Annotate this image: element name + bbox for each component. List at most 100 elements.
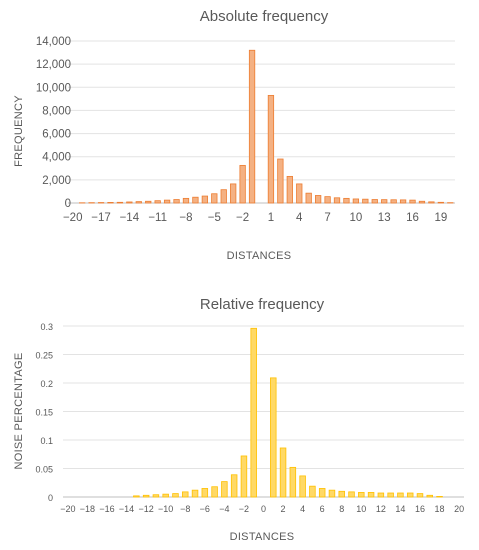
x-tick-label: 4 — [296, 212, 303, 224]
x-tick-label: −20 — [63, 212, 83, 224]
bar — [191, 489, 199, 498]
x-axis-title: DISTANCES — [227, 250, 292, 262]
bar — [240, 455, 248, 498]
bar — [277, 158, 284, 204]
bar — [399, 199, 407, 204]
bar — [426, 494, 433, 498]
x-tick-label: 20 — [454, 504, 464, 514]
bar — [152, 494, 160, 498]
bar — [154, 200, 161, 204]
bar — [211, 193, 218, 204]
bar — [248, 49, 256, 204]
x-tick-label: −14 — [120, 212, 140, 224]
absolute-frequency-chart: Absolute frequency FREQUENCY DISTANCES 0… — [13, 8, 455, 262]
bar — [142, 494, 150, 498]
x-tick-label: −20 — [60, 504, 75, 514]
bar — [436, 496, 443, 498]
bar — [230, 183, 237, 204]
bar — [418, 200, 426, 204]
x-tick-label: 13 — [378, 212, 391, 224]
bar — [390, 199, 397, 204]
y-tick-labels: 0 0.05 0.1 0.15 0.2 0.25 0.3 — [35, 322, 53, 503]
bar — [428, 201, 435, 204]
bar — [173, 199, 180, 204]
bar — [377, 492, 385, 498]
bar — [309, 485, 316, 498]
y-tick-label: 0 — [48, 493, 53, 503]
gridlines — [63, 325, 464, 498]
bar — [296, 183, 303, 204]
bar — [343, 197, 350, 204]
y-tick-label: 2,000 — [42, 175, 71, 187]
x-tick-label: 10 — [349, 212, 362, 224]
x-tick-label: −8 — [179, 212, 192, 224]
relative-frequency-chart: Relative frequency NOISE PERCENTAGE DIST… — [13, 296, 464, 543]
x-tick-label: −4 — [219, 504, 229, 514]
x-tick-label: 8 — [339, 504, 344, 514]
bar — [172, 493, 179, 498]
bars — [133, 327, 443, 498]
x-tick-label: −10 — [158, 504, 173, 514]
y-tick-label: 10,000 — [36, 82, 71, 94]
bar — [267, 94, 275, 204]
x-tick-label: 14 — [395, 504, 405, 514]
bar — [381, 199, 388, 204]
bar — [279, 447, 287, 498]
bar — [371, 199, 378, 204]
y-tick-label: 0.2 — [40, 379, 53, 389]
x-axis-title: DISTANCES — [230, 531, 295, 543]
bars — [79, 49, 454, 204]
bar — [367, 492, 375, 498]
y-tick-label: 0.15 — [35, 408, 53, 418]
bar — [305, 192, 312, 204]
bar — [324, 196, 331, 204]
bar — [406, 492, 414, 498]
bar — [416, 493, 424, 498]
bar — [211, 486, 218, 498]
y-tick-label: 0 — [65, 198, 71, 210]
gridlines — [68, 40, 455, 204]
bar — [286, 175, 293, 204]
bar — [352, 198, 360, 204]
bar — [182, 197, 190, 204]
bar — [162, 493, 169, 498]
x-tick-label: 12 — [376, 504, 386, 514]
chart-title: Absolute frequency — [200, 8, 329, 25]
x-tick-label: 19 — [434, 212, 447, 224]
x-tick-label: 10 — [356, 504, 366, 514]
x-tick-label: 1 — [268, 212, 274, 224]
bar — [338, 490, 345, 498]
y-tick-label: 12,000 — [36, 59, 71, 71]
y-tick-labels: 0 2,000 4,000 6,000 8,000 10,000 12,000 14,000 — [36, 36, 71, 210]
x-tick-label: −16 — [99, 504, 114, 514]
bar — [314, 195, 322, 204]
x-tick-label: 7 — [324, 212, 330, 224]
x-tick-labels: −20 −18 −16 −14 −12 −10 −8 −6 −4 −2 0 2 4 6 8 10 12 14 16 1… — [60, 504, 464, 514]
y-tick-label: 0.3 — [40, 322, 53, 332]
y-tick-label: 8,000 — [42, 105, 71, 117]
x-tick-label: 16 — [415, 504, 425, 514]
bar — [387, 492, 394, 498]
bar — [397, 492, 404, 498]
bar — [299, 475, 306, 498]
y-tick-label: 4,000 — [42, 152, 71, 164]
bar — [289, 466, 297, 498]
bar — [270, 377, 277, 498]
bar — [348, 491, 355, 498]
y-axis-title: NOISE PERCENTAGE — [13, 352, 25, 469]
bar — [328, 489, 336, 498]
bar — [250, 327, 257, 498]
bar — [221, 481, 228, 498]
y-tick-label: 0.25 — [35, 351, 53, 361]
bar — [358, 492, 365, 498]
bar — [201, 195, 209, 204]
bar — [116, 201, 124, 204]
bar — [437, 201, 444, 204]
bar — [126, 201, 133, 204]
bar — [133, 495, 140, 498]
x-tick-label: −14 — [119, 504, 134, 514]
bar — [192, 196, 199, 204]
x-tick-label: −5 — [208, 212, 221, 224]
x-tick-label: −12 — [138, 504, 153, 514]
